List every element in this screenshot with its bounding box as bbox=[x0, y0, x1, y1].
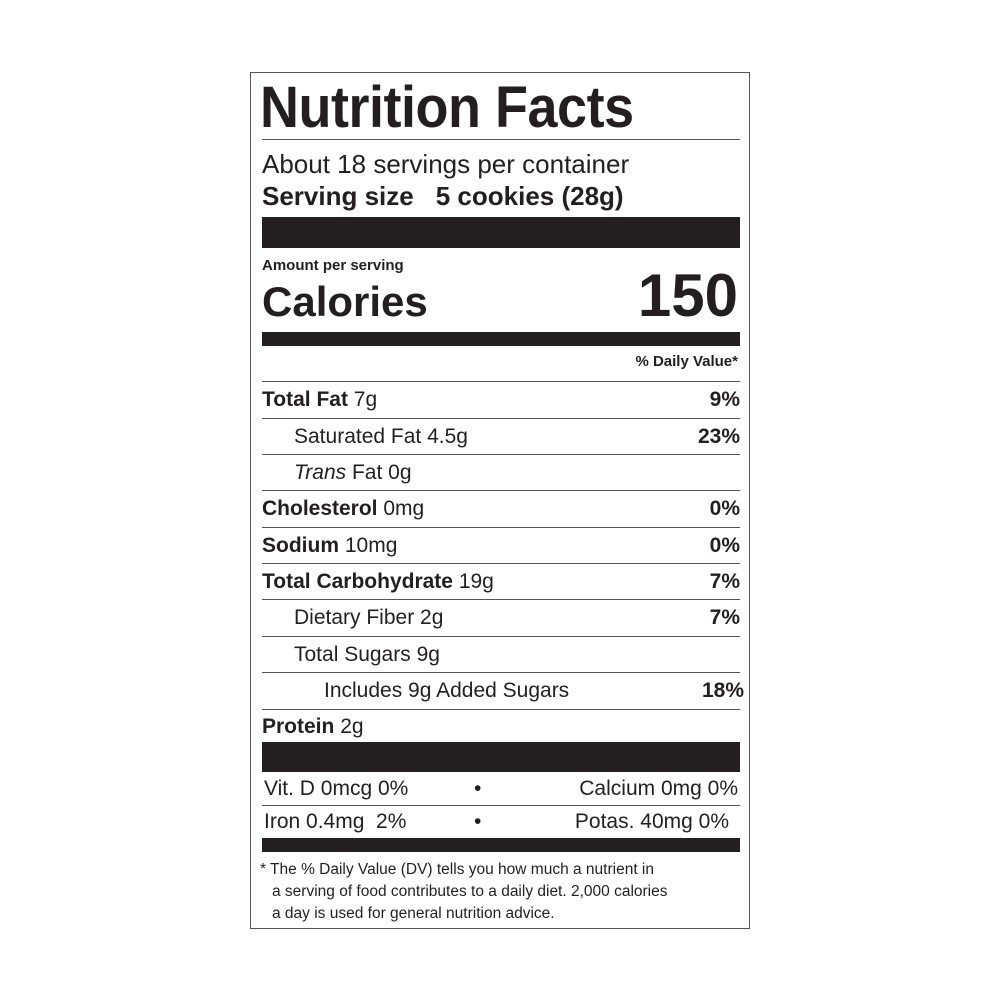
nutrient-amount: 0mg bbox=[383, 497, 425, 520]
bullet: • bbox=[474, 810, 482, 833]
thick-bar bbox=[262, 217, 740, 248]
vitamin-row: Vit. D 0mcg 0% • Calcium 0mg 0% bbox=[262, 772, 740, 805]
daily-value-header: % Daily Value* bbox=[635, 353, 738, 370]
nutrient-name: Saturated Fat 4.5g bbox=[294, 425, 468, 448]
label-title: Nutrition Facts bbox=[260, 75, 634, 140]
nutrient-name: Dietary Fiber 2g bbox=[294, 606, 444, 629]
nutrient-row-dietary-fiber: Dietary Fiber 2g 7% bbox=[262, 600, 740, 636]
nutrient-row-cholesterol: Cholesterol 0mg 0% bbox=[262, 491, 740, 527]
nutrient-dv: 23% bbox=[697, 425, 740, 448]
nutrient-dv: 18% bbox=[701, 679, 744, 702]
nutrient-row-added-sugars: Includes 9g Added Sugars 18% bbox=[262, 673, 744, 709]
nutrient-dv: 7% bbox=[709, 606, 740, 629]
footnote-line: * The % Daily Value (DV) tells you how m… bbox=[260, 861, 654, 878]
vitamin-right: Calcium 0mg 0% bbox=[579, 777, 738, 800]
nutrient-name: Total Carbohydrate bbox=[262, 570, 453, 593]
nutrient-row-total-sugars: Total Sugars 9g bbox=[262, 637, 740, 673]
vitamin-right: Potas. 40mg 0% bbox=[574, 810, 729, 833]
amount-per-serving: Amount per serving bbox=[262, 257, 404, 274]
nutrient-row-total-carbohydrate: Total Carbohydrate 19g 7% bbox=[262, 564, 740, 600]
nutrient-amount: Fat 0g bbox=[351, 461, 412, 484]
divider bbox=[262, 139, 740, 140]
serving-size-label: Serving size bbox=[262, 181, 414, 211]
nutrient-name: Sodium bbox=[262, 534, 339, 557]
nutrient-row-total-fat: Total Fat 7g 9% bbox=[262, 382, 740, 418]
nutrient-row-sodium: Sodium 10mg 0% bbox=[262, 528, 740, 564]
calories-value: 150 bbox=[637, 262, 738, 329]
medium-bar bbox=[262, 838, 740, 852]
nutrient-name: Total Fat bbox=[262, 388, 348, 411]
nutrient-row-saturated-fat: Saturated Fat 4.5g 23% bbox=[262, 419, 740, 455]
nutrient-name: Protein bbox=[262, 715, 335, 738]
nutrient-amount: 7g bbox=[353, 388, 378, 411]
nutrient-name: Includes 9g Added Sugars bbox=[324, 679, 570, 702]
divider bbox=[262, 381, 740, 382]
serving-size: Serving size 5 cookies (28g) bbox=[262, 181, 624, 211]
serving-size-value: 5 cookies (28g) bbox=[435, 181, 624, 211]
nutrient-dv: 0% bbox=[709, 497, 740, 520]
servings-per-container: About 18 servings per container bbox=[262, 149, 630, 179]
nutrient-amount: 19g bbox=[458, 570, 494, 593]
nutrient-dv: 0% bbox=[709, 534, 740, 557]
medium-bar bbox=[262, 332, 740, 346]
footnote-line: a serving of food contributes to a daily… bbox=[272, 883, 668, 900]
vitamin-left: Iron 0.4mg 2% bbox=[264, 810, 407, 833]
calories-label: Calories bbox=[262, 278, 428, 325]
nutrient-dv: 9% bbox=[709, 388, 740, 411]
nutrition-facts-label: Nutrition Facts About 18 servings per co… bbox=[250, 72, 750, 929]
nutrient-name: Trans bbox=[294, 461, 347, 484]
nutrient-name: Cholesterol bbox=[262, 497, 378, 520]
nutrient-row-protein: Protein 2g bbox=[262, 709, 740, 745]
nutrient-amount: 10mg bbox=[344, 534, 398, 557]
thick-bar bbox=[262, 742, 740, 772]
nutrient-name: Total Sugars 9g bbox=[294, 643, 440, 666]
vitamin-left: Vit. D 0mcg 0% bbox=[264, 777, 409, 800]
nutrient-row-trans-fat: Trans Fat 0g bbox=[262, 455, 740, 491]
nutrient-amount: 2g bbox=[340, 715, 364, 738]
bullet: • bbox=[474, 777, 482, 800]
nutrient-dv: 7% bbox=[709, 570, 740, 593]
vitamin-row: Iron 0.4mg 2% • Potas. 40mg 0% bbox=[262, 805, 740, 838]
footnote-line: a day is used for general nutrition advi… bbox=[272, 905, 555, 922]
footnote: * The % Daily Value (DV) tells you how m… bbox=[260, 859, 740, 925]
